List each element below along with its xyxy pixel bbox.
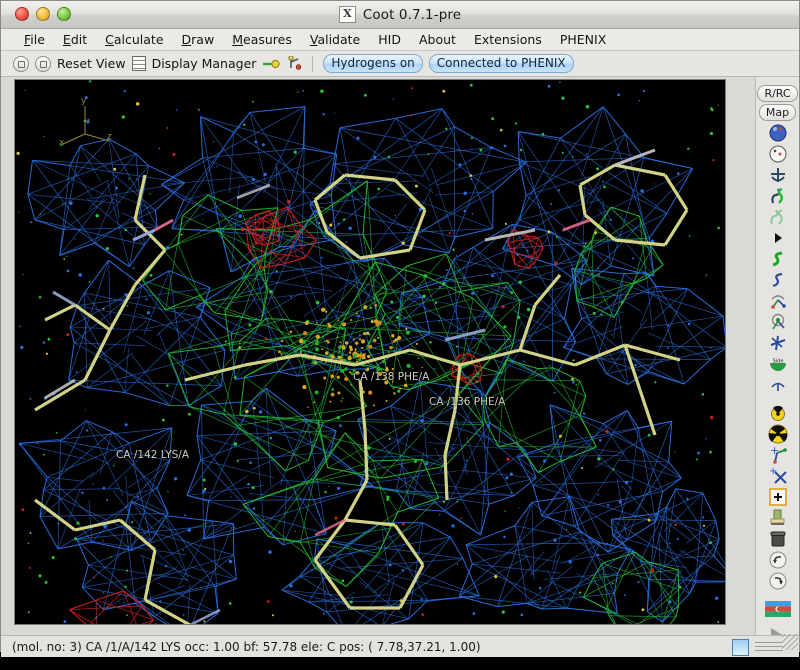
window-title: Coot 0.7.1-pre bbox=[362, 6, 462, 23]
menu-calculate[interactable]: Calculate bbox=[105, 32, 164, 47]
menu-phenix[interactable]: PHENIX bbox=[559, 32, 607, 47]
display-manager-icon[interactable] bbox=[131, 56, 146, 71]
toolbar-separator bbox=[312, 55, 314, 72]
svg-text:+: + bbox=[770, 445, 779, 457]
main-toolbar: Reset View Display Manager Hydrogens on … bbox=[1, 51, 799, 77]
axis-label-z: z bbox=[107, 132, 112, 142]
sphere-blue-icon[interactable] bbox=[763, 123, 793, 143]
cross-atom-icon[interactable]: + bbox=[763, 466, 793, 486]
menu-bar: File Edit Calculate Draw Measures Valida… bbox=[1, 29, 799, 51]
add-atom-icon[interactable]: + bbox=[763, 445, 793, 465]
menu-extensions[interactable]: Extensions bbox=[473, 32, 542, 47]
menu-validate[interactable]: Validate bbox=[309, 32, 361, 47]
plus-box-icon[interactable] bbox=[763, 487, 793, 507]
rotate-bond-red-icon[interactable] bbox=[763, 291, 793, 311]
molecular-graphics-viewport[interactable]: y x z CA /138 PHE/A CA /136 PHE/A CA /14… bbox=[14, 79, 726, 625]
menu-draw[interactable]: Draw bbox=[181, 32, 215, 47]
menu-measures[interactable]: Measures bbox=[232, 32, 292, 47]
menu-hid[interactable]: HID bbox=[378, 32, 401, 47]
status-bar: (mol. no: 3) CA /1/A/142 LYS occ: 1.00 b… bbox=[1, 635, 799, 657]
mutate-icon[interactable] bbox=[763, 375, 793, 395]
reset-view-icon[interactable] bbox=[35, 55, 51, 72]
redo-icon[interactable] bbox=[763, 571, 793, 591]
display-manager-button[interactable]: Display Manager bbox=[151, 56, 257, 71]
status-text: (mol. no: 3) CA /1/A/142 LYS occ: 1.00 b… bbox=[12, 639, 481, 654]
status-indicator[interactable] bbox=[732, 639, 749, 656]
svg-text:+: + bbox=[769, 466, 777, 477]
hydrogens-toggle-button[interactable]: Hydrogens on bbox=[323, 54, 423, 73]
title-bar: X Coot 0.7.1-pre bbox=[1, 1, 799, 29]
close-button[interactable] bbox=[15, 7, 29, 21]
rcrc-button[interactable]: R/RC bbox=[757, 85, 798, 102]
ribbon-pale-icon[interactable] bbox=[763, 207, 793, 227]
undo-icon[interactable] bbox=[763, 550, 793, 570]
axes-indicator bbox=[62, 106, 110, 145]
reset-view-button[interactable]: Reset View bbox=[57, 56, 126, 71]
phenix-status-button[interactable]: Connected to PHENIX bbox=[428, 54, 574, 73]
axis-label-x: x bbox=[59, 138, 65, 148]
right-toolbar: R/RC Map bbox=[755, 77, 799, 644]
status-lines-icon bbox=[755, 642, 783, 651]
zone-green-icon[interactable] bbox=[763, 249, 793, 269]
window-controls bbox=[15, 7, 71, 21]
previous-view-icon[interactable] bbox=[13, 55, 29, 72]
ribbon-green-icon[interactable] bbox=[763, 186, 793, 206]
menu-about[interactable]: About bbox=[418, 32, 456, 47]
menu-file[interactable]: File bbox=[24, 32, 45, 47]
minimize-button[interactable] bbox=[36, 7, 50, 21]
canvas-container: y x z CA /138 PHE/A CA /136 PHE/A CA /14… bbox=[1, 77, 755, 635]
side-chain-icon[interactable]: Side bbox=[763, 354, 793, 374]
x11-icon: X bbox=[338, 6, 356, 23]
play-black-icon[interactable] bbox=[763, 228, 793, 248]
torsion-general-icon[interactable] bbox=[763, 312, 793, 332]
trash-icon[interactable] bbox=[763, 529, 793, 549]
svg-text:Side: Side bbox=[772, 359, 783, 365]
zone-blue-icon[interactable] bbox=[763, 270, 793, 290]
eraser-icon[interactable] bbox=[763, 508, 793, 528]
electron-density-scene bbox=[16, 80, 725, 624]
main-content-row: y x z CA /138 PHE/A CA /136 PHE/A CA /14… bbox=[1, 77, 799, 644]
flag-icon[interactable] bbox=[763, 601, 793, 617]
radiation-small-icon[interactable] bbox=[763, 405, 793, 423]
resize-grip[interactable] bbox=[782, 634, 798, 650]
radiation-big-icon[interactable] bbox=[763, 424, 793, 444]
menu-edit[interactable]: Edit bbox=[62, 32, 88, 47]
anchor-icon[interactable] bbox=[763, 165, 793, 185]
maximize-button[interactable] bbox=[57, 7, 71, 21]
map-button[interactable]: Map bbox=[758, 104, 797, 121]
sphere-clock-icon[interactable] bbox=[763, 144, 793, 164]
flip-peptide-icon[interactable] bbox=[763, 333, 793, 353]
title-center: X Coot 0.7.1-pre bbox=[1, 1, 799, 28]
go-to-atom-icon[interactable] bbox=[262, 57, 281, 71]
axis-label-y: y bbox=[81, 96, 87, 106]
molecule-stick-icon[interactable] bbox=[286, 56, 302, 71]
